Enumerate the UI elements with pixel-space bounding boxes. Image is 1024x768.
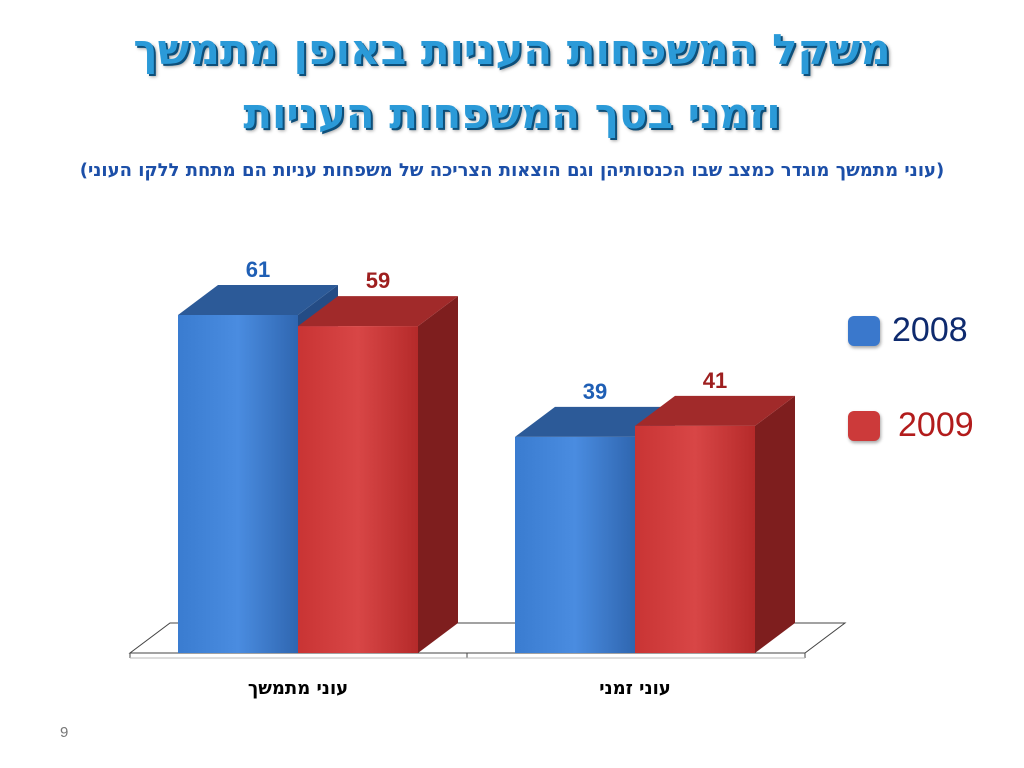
- legend-item-2009: 2009: [848, 406, 974, 445]
- category-label-1: עוני מתמשך: [248, 678, 348, 699]
- value-label-2009-2: 41: [703, 368, 727, 393]
- bar-2009-2: [635, 395, 795, 653]
- subtitle: (עוני מתמשך מוגדר כמצב שבו הכנסותיהן וגם…: [79, 160, 945, 181]
- value-label-2008-1: 61: [246, 257, 270, 282]
- legend-swatch-2008: [848, 315, 880, 346]
- legend-label-2008: 2008: [892, 311, 968, 349]
- category-label-2: עוני זמני: [599, 678, 671, 699]
- legend-item-2008: 2008: [848, 311, 968, 350]
- legend-label-2009: 2009: [898, 406, 974, 444]
- legend-swatch-2009: [848, 410, 880, 441]
- title-line-1: משקל המשפחות העניות באופן מתמשך: [133, 25, 891, 74]
- value-label-2009-1: 59: [366, 268, 390, 293]
- title-line-2: וזמני בסך המשפחות העניות: [243, 89, 781, 138]
- page-number: 9: [60, 724, 69, 741]
- value-label-2008-2: 39: [583, 379, 607, 404]
- bar-2009-1: [298, 296, 458, 653]
